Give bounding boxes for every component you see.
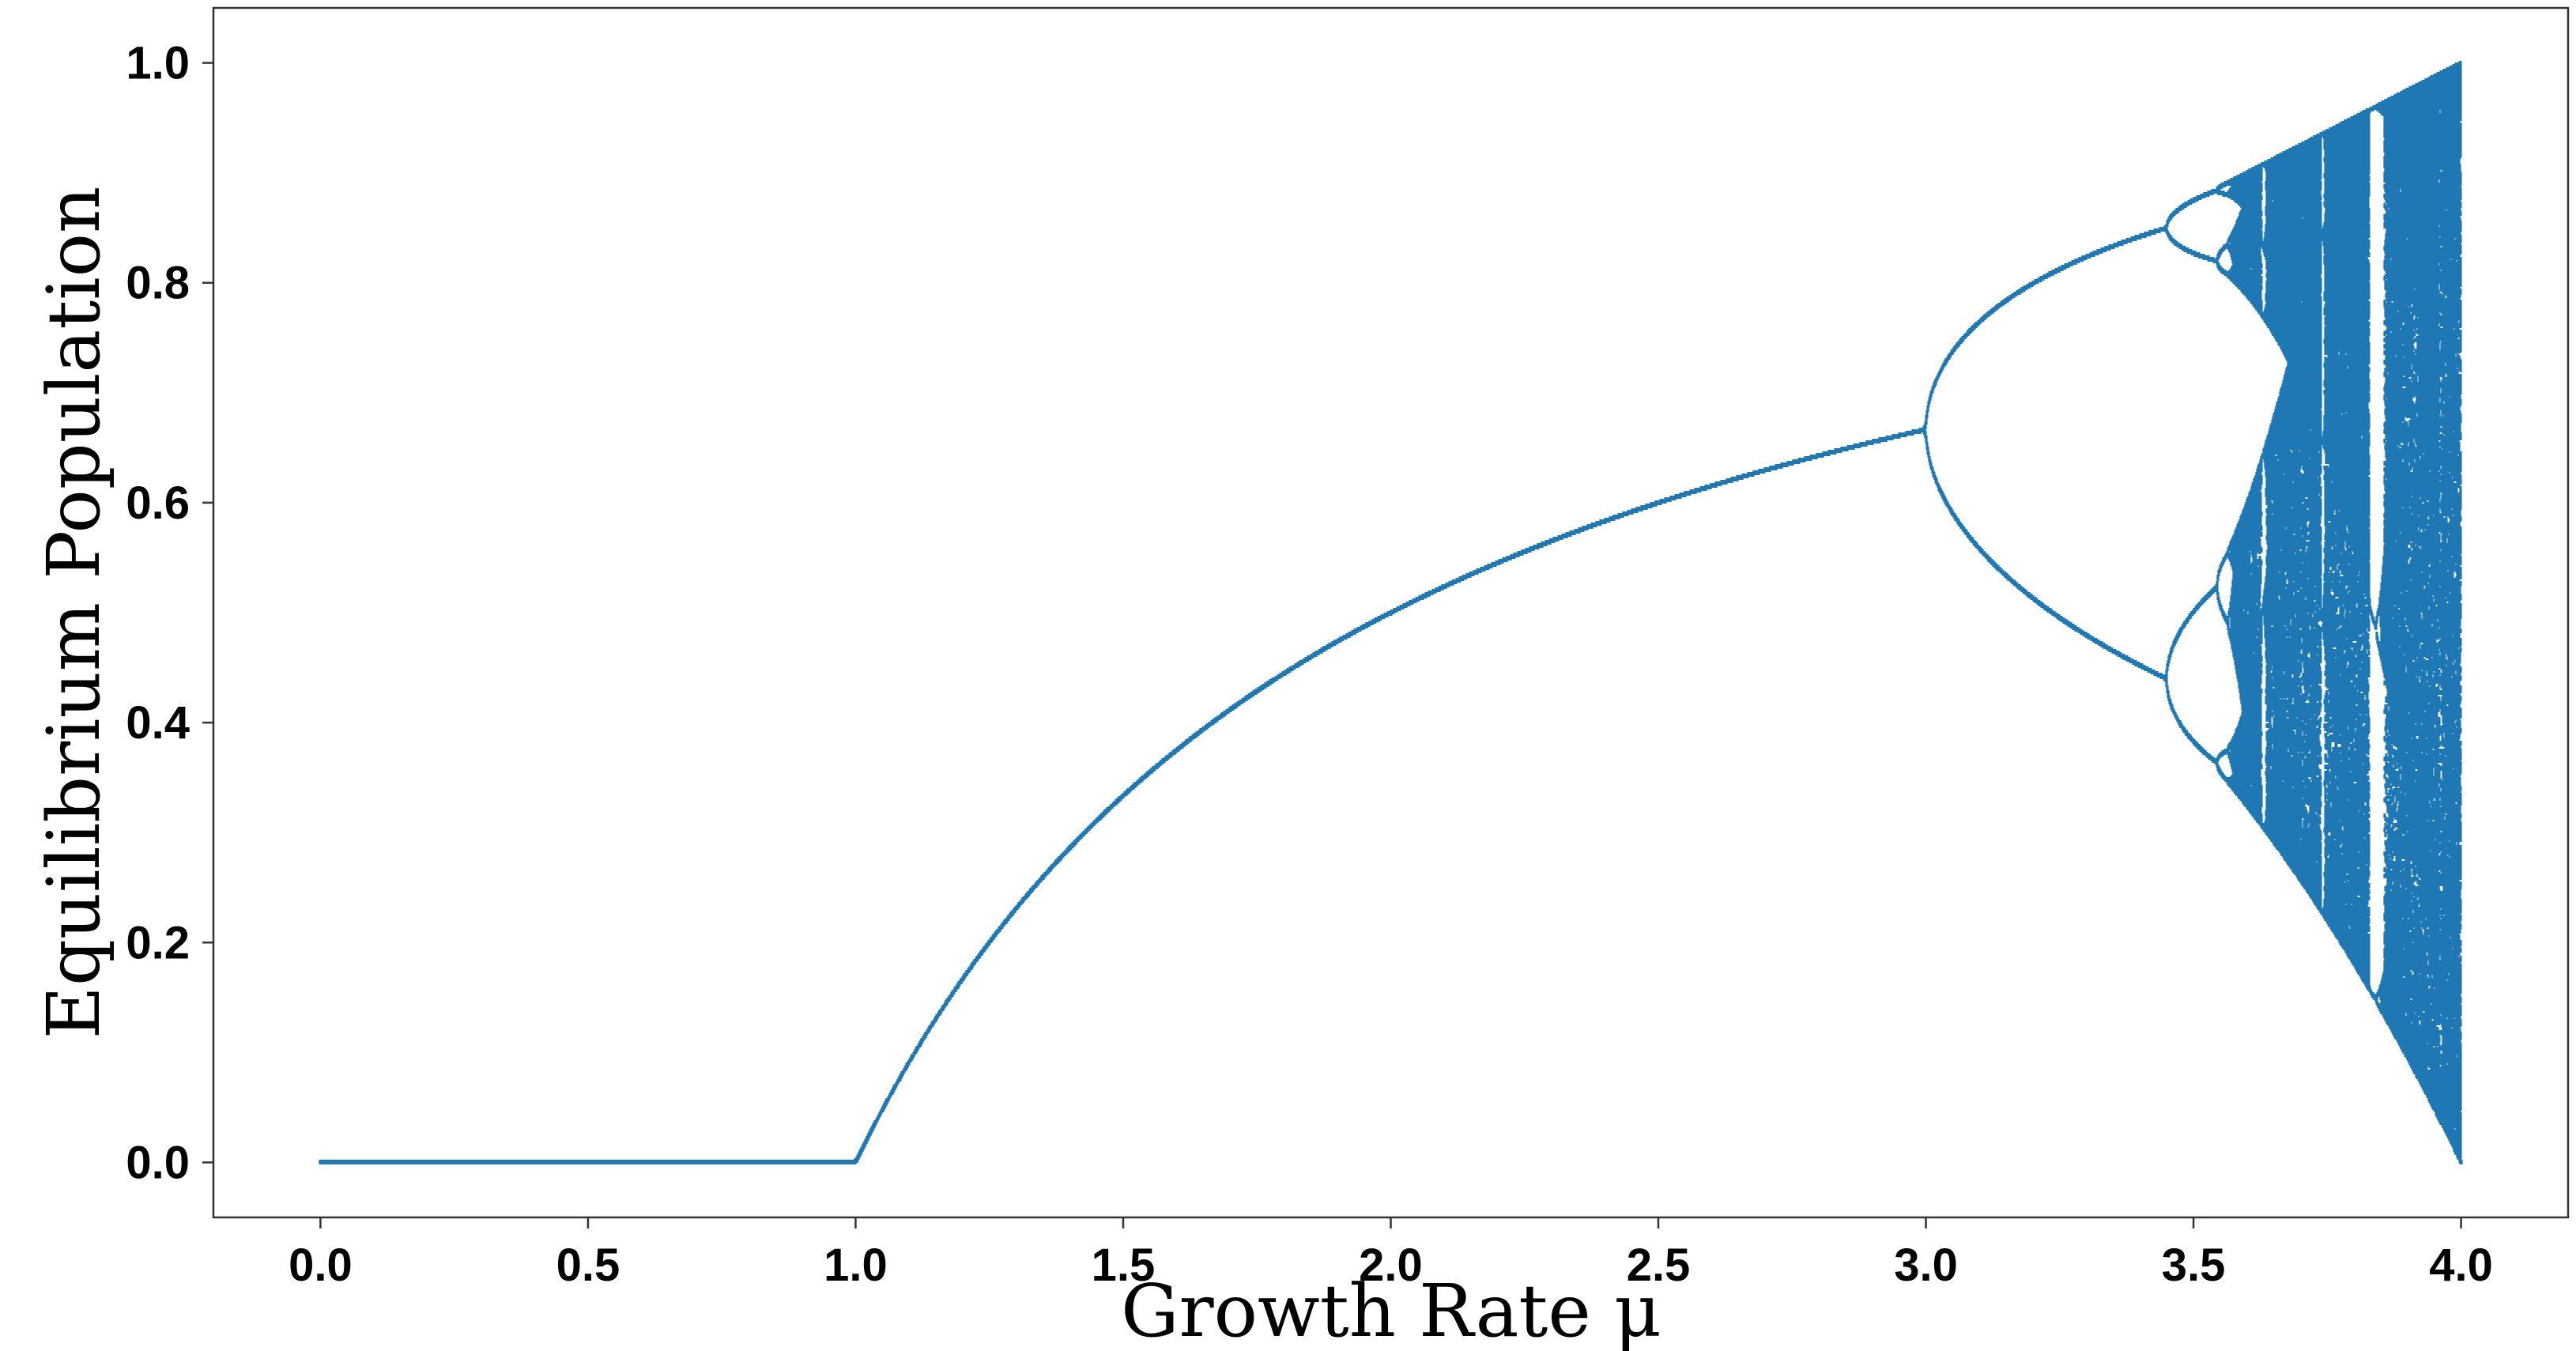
y-tick-label: 0.6 — [126, 477, 190, 529]
x-tick-label: 0.5 — [556, 1240, 620, 1291]
bifurcation-series — [319, 61, 2463, 1164]
x-tick-label: 2.0 — [1359, 1240, 1423, 1291]
x-tick-label: 3.0 — [1894, 1240, 1958, 1291]
x-tick-label: 4.0 — [2429, 1240, 2493, 1291]
y-axis: 0.0 0.2 0.4 0.6 0.8 1.0 — [126, 38, 213, 1188]
y-tick-label: 0.0 — [126, 1137, 190, 1188]
x-tick-label: 3.5 — [2162, 1240, 2226, 1291]
y-tick-label: 0.8 — [126, 258, 190, 309]
y-tick-label: 0.2 — [126, 917, 190, 968]
x-axis: 0.0 0.5 1.0 1.5 2.0 2.5 3.0 3.5 4.0 — [289, 1217, 2493, 1291]
x-tick-label: 0.0 — [289, 1240, 353, 1291]
x-tick-label: 1.5 — [1092, 1240, 1156, 1291]
x-tick-label: 1.0 — [824, 1240, 888, 1291]
x-tick-label: 2.5 — [1627, 1240, 1691, 1291]
y-tick-label: 0.4 — [126, 697, 190, 749]
x-axis-title: Growth Rate μ — [1121, 1269, 1661, 1351]
plot-area — [319, 61, 2463, 1164]
y-tick-label: 1.0 — [126, 38, 190, 89]
y-axis-title: Equilibrium Population — [32, 187, 116, 1040]
